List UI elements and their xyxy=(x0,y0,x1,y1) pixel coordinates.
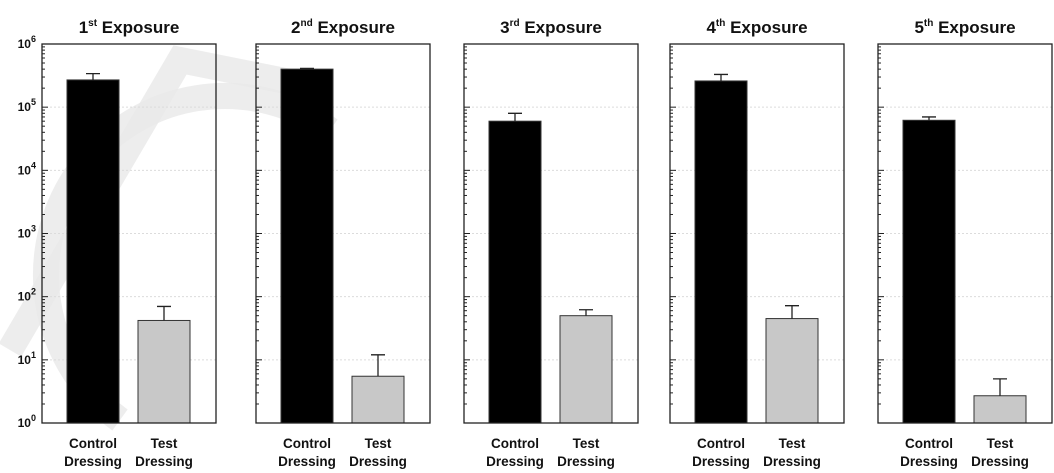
panel-title: 3rd Exposure xyxy=(500,18,602,37)
panel-title: 4th Exposure xyxy=(706,18,807,37)
bar-control-dressing xyxy=(488,120,542,424)
category-label: Dressing xyxy=(349,454,407,469)
category-label: Dressing xyxy=(278,454,336,469)
category-label: Dressing xyxy=(763,454,821,469)
category-label: Test xyxy=(151,436,178,451)
exposure-panel-5: 5th Exposure Control Dressing Test Dressing xyxy=(877,18,1053,469)
y-tick-label: 105 xyxy=(18,97,36,114)
error-bar xyxy=(579,309,593,316)
category-label: Dressing xyxy=(486,454,544,469)
panel-title: 5th Exposure xyxy=(914,18,1015,37)
title-number: 2 xyxy=(291,18,300,37)
exposure-panel-4: 4th Exposure Control Dressing Test Dressing xyxy=(669,18,845,469)
error-bar xyxy=(157,305,171,321)
exposure-panel-1: 1st Exposure Control Dressing Test Dressing 1… xyxy=(18,18,217,469)
panel-title: 2nd Exposure xyxy=(291,18,395,37)
error-bar xyxy=(508,112,522,122)
plot-frame xyxy=(463,43,639,424)
title-suffix: th xyxy=(924,18,933,29)
title-word: Exposure xyxy=(933,18,1015,37)
category-label: Control xyxy=(905,436,953,451)
title-suffix: nd xyxy=(301,18,313,29)
y-tick-label: 101 xyxy=(18,350,36,367)
category-label: Test xyxy=(779,436,806,451)
bar-control-dressing xyxy=(66,79,120,424)
category-label: Test xyxy=(987,436,1014,451)
title-suffix: th xyxy=(716,18,725,29)
category-label: Control xyxy=(697,436,745,451)
exposure-panel-2: 2nd Exposure Control Dressing Test Dressing xyxy=(255,18,431,469)
category-label: Dressing xyxy=(971,454,1029,469)
category-label: Dressing xyxy=(64,454,122,469)
title-word: Exposure xyxy=(725,18,807,37)
error-bar xyxy=(86,72,100,80)
bar-test-dressing xyxy=(351,375,405,424)
y-tick-label: 100 xyxy=(18,413,36,430)
category-label: Dressing xyxy=(557,454,615,469)
error-bar xyxy=(922,116,936,121)
title-number: 1 xyxy=(79,18,88,37)
title-word: Exposure xyxy=(313,18,395,37)
title-word: Exposure xyxy=(520,18,602,37)
error-bar xyxy=(785,305,799,319)
bar-control-dressing xyxy=(902,119,956,424)
category-label: Dressing xyxy=(900,454,958,469)
bar-control-dressing xyxy=(280,68,334,424)
error-bar xyxy=(300,67,314,70)
title-number: 5 xyxy=(914,18,923,37)
title-suffix: rd xyxy=(510,18,520,29)
category-label: Control xyxy=(283,436,331,451)
bar-test-dressing xyxy=(137,319,191,424)
category-label: Control xyxy=(491,436,539,451)
plot-frame xyxy=(877,43,1053,424)
error-bar xyxy=(714,73,728,81)
category-label: Test xyxy=(365,436,392,451)
y-tick-label: 106 xyxy=(18,34,36,51)
y-tick-label: 104 xyxy=(18,160,36,177)
bar-control-dressing xyxy=(694,80,748,424)
category-label: Test xyxy=(573,436,600,451)
exposure-panel-3: 3rd Exposure Control Dressing Test Dressing xyxy=(463,18,639,469)
y-tick-label: 103 xyxy=(18,224,36,241)
bar-test-dressing xyxy=(559,315,613,424)
plot-frame xyxy=(669,43,845,424)
bar-test-dressing xyxy=(973,395,1027,424)
plot-frame xyxy=(255,43,431,424)
y-tick-label: 102 xyxy=(18,287,36,304)
title-word: Exposure xyxy=(97,18,179,37)
title-suffix: st xyxy=(88,18,98,29)
plot-frame xyxy=(41,43,217,424)
title-number: 3 xyxy=(500,18,509,37)
error-bar xyxy=(993,378,1007,396)
title-number: 4 xyxy=(706,18,716,37)
bar-test-dressing xyxy=(765,318,819,424)
category-label: Dressing xyxy=(692,454,750,469)
category-label: Dressing xyxy=(135,454,193,469)
panel-title: 1st Exposure xyxy=(79,18,180,37)
error-bar xyxy=(371,354,385,377)
category-label: Control xyxy=(69,436,117,451)
